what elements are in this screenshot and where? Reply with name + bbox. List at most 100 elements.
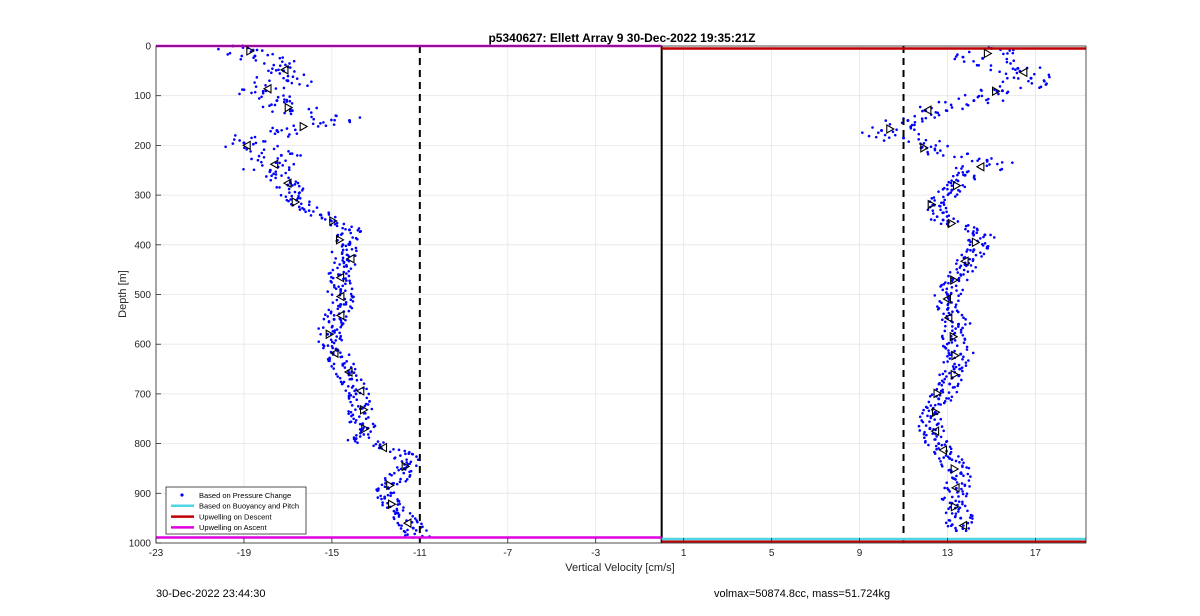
pressure-point bbox=[408, 512, 412, 515]
pressure-point bbox=[340, 338, 344, 342]
pressure-point bbox=[366, 433, 370, 436]
pressure-point bbox=[399, 454, 402, 457]
pressure-point bbox=[268, 170, 272, 174]
pressure-point bbox=[298, 196, 302, 200]
pressure-point bbox=[331, 276, 335, 280]
profile-marker bbox=[345, 253, 355, 264]
pressure-point bbox=[907, 140, 911, 143]
pressure-point bbox=[961, 165, 964, 168]
pressure-point bbox=[350, 225, 353, 229]
pressure-point bbox=[270, 174, 273, 178]
pressure-point bbox=[930, 393, 934, 396]
pressure-point bbox=[363, 404, 367, 408]
pressure-point bbox=[954, 284, 958, 288]
pressure-point bbox=[944, 511, 948, 515]
pressure-point bbox=[333, 285, 336, 289]
pressure-point bbox=[368, 400, 371, 403]
pressure-point bbox=[293, 70, 296, 73]
pressure-point bbox=[329, 311, 333, 315]
legend-swatch bbox=[180, 493, 184, 497]
pressure-point bbox=[319, 332, 322, 336]
pressure-point bbox=[408, 475, 411, 478]
pressure-point bbox=[285, 100, 289, 103]
pressure-point bbox=[964, 364, 968, 367]
pressure-point bbox=[930, 197, 934, 200]
pressure-point bbox=[396, 521, 400, 525]
pressure-point bbox=[306, 84, 309, 87]
pressure-point bbox=[403, 530, 407, 534]
legend: Based on Pressure Change Based on Buoyanc… bbox=[165, 486, 307, 535]
pressure-point bbox=[955, 289, 958, 292]
pressure-point bbox=[956, 384, 960, 388]
pressure-point bbox=[945, 293, 949, 296]
pressure-point bbox=[960, 155, 963, 159]
pressure-point bbox=[278, 64, 282, 67]
pressure-point bbox=[954, 486, 958, 490]
pressure-point bbox=[954, 499, 957, 503]
pressure-point bbox=[345, 360, 348, 363]
pressure-point bbox=[963, 484, 967, 487]
pressure-point bbox=[950, 285, 954, 289]
pressure-point bbox=[929, 145, 933, 149]
pressure-point bbox=[344, 318, 347, 322]
pressure-point bbox=[971, 351, 975, 355]
pressure-point bbox=[942, 201, 945, 204]
pressure-point bbox=[226, 53, 230, 56]
pressure-point bbox=[962, 524, 965, 527]
pressure-point bbox=[940, 497, 944, 501]
pressure-point bbox=[964, 323, 967, 326]
pressure-point bbox=[304, 210, 307, 214]
pressure-point bbox=[406, 533, 409, 536]
pressure-point bbox=[947, 507, 950, 511]
pressure-point bbox=[295, 77, 299, 80]
pressure-point bbox=[353, 389, 356, 393]
pressure-point bbox=[945, 287, 949, 291]
pressure-point bbox=[345, 265, 349, 268]
pressure-point bbox=[1009, 62, 1012, 65]
y-tick-label: 300 bbox=[134, 191, 151, 202]
pressure-point bbox=[990, 157, 993, 160]
pressure-point bbox=[965, 250, 968, 253]
pressure-point bbox=[335, 224, 339, 228]
pressure-point bbox=[347, 353, 351, 357]
pressure-point bbox=[405, 461, 409, 464]
pressure-point bbox=[936, 308, 940, 311]
pressure-point bbox=[997, 92, 1000, 96]
pressure-point bbox=[1006, 52, 1009, 55]
pressure-point bbox=[946, 455, 950, 459]
pressure-point bbox=[940, 383, 944, 387]
pressure-point bbox=[959, 331, 963, 334]
pressure-point bbox=[943, 377, 947, 381]
pressure-point bbox=[955, 262, 958, 265]
chart-title: p5340627: Ellett Array 9 30-Dec-2022 19:… bbox=[488, 31, 755, 45]
pressure-point bbox=[1015, 71, 1019, 75]
profile-marker bbox=[335, 310, 345, 321]
pressure-point bbox=[941, 390, 945, 394]
pressure-point bbox=[359, 378, 363, 382]
pressure-point bbox=[307, 209, 311, 212]
pressure-point bbox=[269, 129, 272, 133]
profile-marker bbox=[958, 520, 968, 531]
pressure-point bbox=[937, 457, 941, 460]
pressure-point bbox=[948, 371, 951, 375]
pressure-point bbox=[265, 175, 268, 178]
pressure-point bbox=[287, 168, 291, 172]
pressure-point bbox=[411, 526, 415, 530]
pressure-point bbox=[278, 72, 282, 75]
pressure-point bbox=[333, 329, 337, 332]
profile-marker bbox=[938, 445, 947, 456]
profile-marker bbox=[378, 442, 388, 453]
pressure-point bbox=[960, 472, 963, 475]
pressure-point bbox=[352, 437, 356, 441]
pressure-point bbox=[335, 298, 339, 302]
pressure-point bbox=[374, 442, 378, 446]
pressure-point bbox=[345, 272, 348, 275]
pressure-point bbox=[943, 198, 947, 202]
pressure-point bbox=[322, 344, 326, 348]
pressure-point bbox=[923, 441, 927, 444]
pressure-point bbox=[954, 303, 958, 306]
pressure-point bbox=[938, 373, 941, 377]
pressure-point bbox=[962, 474, 965, 478]
pressure-point bbox=[946, 306, 950, 310]
pressure-point bbox=[399, 527, 403, 530]
